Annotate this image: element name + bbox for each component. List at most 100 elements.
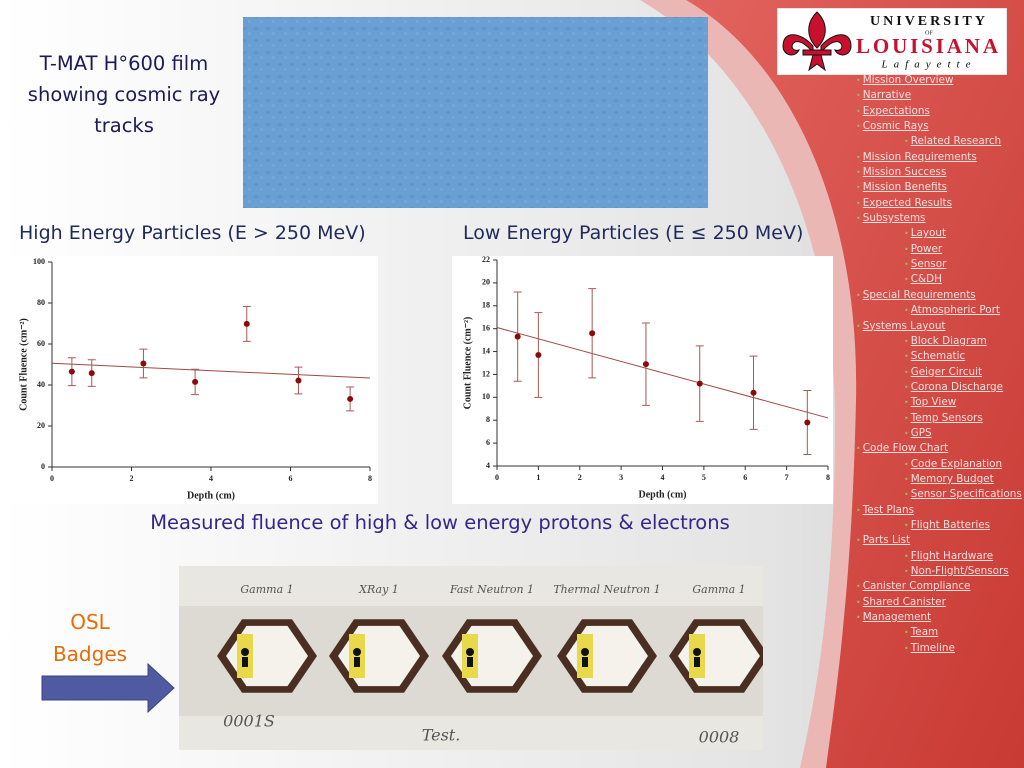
bullet: • <box>904 352 909 362</box>
logo-text: UNIVERSITY <box>870 14 988 29</box>
data-point <box>192 378 199 385</box>
nav-item: • Atmospheric Port <box>852 303 1022 318</box>
nav-item: • Canister Compliance <box>852 579 1022 594</box>
nav-link[interactable]: Mission Benefits <box>862 181 948 194</box>
nav-link[interactable]: Expected Results <box>862 196 953 209</box>
nav-item: • Special Requirements <box>852 288 1022 303</box>
x-tick-label: 2 <box>130 474 134 483</box>
bullet: • <box>904 229 909 239</box>
x-tick-label: 8 <box>368 474 372 483</box>
nav-link[interactable]: Code Flow Chart <box>862 442 949 455</box>
nav-link[interactable]: Top View <box>910 396 957 409</box>
nav-link[interactable]: Power <box>910 242 943 255</box>
nav-link[interactable]: Shared Canister <box>862 595 946 608</box>
handwritten-note: Test. <box>422 726 461 745</box>
y-tick-label: 60 <box>37 339 45 348</box>
data-point <box>750 389 757 396</box>
nav-item: • Expectations <box>852 104 1022 119</box>
nav-link[interactable]: Code Explanation <box>910 457 1003 470</box>
bullet: • <box>904 551 909 561</box>
bullet: • <box>904 413 909 423</box>
bullet: • <box>904 490 909 500</box>
nav-item: • Parts List <box>852 533 1022 548</box>
nav-item: • Mission Overview <box>852 73 1022 88</box>
bullet: • <box>904 275 909 285</box>
nav-link[interactable]: Canister Compliance <box>862 580 971 593</box>
bullet: • <box>856 152 861 162</box>
y-tick-label: 20 <box>482 278 490 287</box>
badge-label: Gamma 1 <box>692 583 745 596</box>
nav-link[interactable]: Corona Discharge <box>910 380 1004 393</box>
y-tick-label: 100 <box>33 257 45 266</box>
bullet: • <box>904 643 909 653</box>
y-tick-label: 18 <box>482 301 490 310</box>
trendline <box>496 327 829 419</box>
chart-caption: Measured fluence of high & low energy pr… <box>150 511 730 534</box>
badge-label: Fast Neutron 1 <box>449 583 534 596</box>
chart-title: High Energy Particles (E > 250 MeV) <box>19 222 366 244</box>
y-tick-label: 20 <box>37 421 45 430</box>
nav-link[interactable]: Sensor Specifications <box>910 488 1022 501</box>
nav-item: • Systems Layout <box>852 319 1022 334</box>
nav-link[interactable]: Flight Hardware <box>910 549 994 562</box>
bullet: • <box>856 198 861 208</box>
y-tick-label: 40 <box>37 380 45 389</box>
x-tick-label: 2 <box>578 473 582 482</box>
bullet: • <box>904 336 909 346</box>
data-point <box>589 330 596 337</box>
bullet: • <box>904 398 909 408</box>
y-tick-label: 12 <box>482 369 490 378</box>
nav-link[interactable]: Parts List <box>862 534 911 547</box>
bullet: • <box>856 321 861 331</box>
badge-label: Thermal Neutron 1 <box>553 583 660 596</box>
logo-text: Lafayette <box>881 59 977 71</box>
bullet: • <box>856 168 861 178</box>
nav-link[interactable]: Temp Sensors <box>910 411 983 424</box>
y-tick-label: 22 <box>482 256 490 264</box>
nav-link[interactable]: Sensor <box>910 258 947 271</box>
nav-link[interactable]: Geiger Circuit <box>910 365 983 378</box>
nav-link[interactable]: Layout <box>910 227 947 240</box>
y-tick-label: 16 <box>482 323 490 332</box>
bullet: • <box>904 382 909 392</box>
nav-link[interactable]: Cosmic Rays <box>862 120 929 133</box>
nav-item: • Flight Hardware <box>852 549 1022 564</box>
nav-link[interactable]: Team <box>910 626 939 639</box>
nav-item: • Shared Canister <box>852 595 1022 610</box>
logo-text: OF <box>925 30 933 36</box>
badge-icon <box>693 648 701 656</box>
y-tick-label: 14 <box>482 346 490 355</box>
nav-link[interactable]: Subsystems <box>862 212 926 225</box>
nav-link[interactable]: Mission Overview <box>862 74 954 86</box>
bullet: • <box>904 628 909 638</box>
x-tick-label: 4 <box>661 473 665 482</box>
nav-link[interactable]: Timeline <box>910 641 955 654</box>
nav-link[interactable]: Block Diagram <box>910 334 987 347</box>
x-tick-label: 8 <box>826 473 830 482</box>
nav-item: • Top View <box>852 395 1022 410</box>
nav-link[interactable]: Memory Budget <box>910 472 994 485</box>
nav-link[interactable]: Atmospheric Port <box>910 304 1000 317</box>
nav-link[interactable]: Management <box>862 611 932 624</box>
nav-item: • Temp Sensors <box>852 411 1022 426</box>
data-point <box>804 419 811 426</box>
badge-label: XRay 1 <box>358 583 399 596</box>
nav-link[interactable]: Narrative <box>862 89 912 102</box>
nav-link[interactable]: Schematic <box>910 350 966 363</box>
nav-link[interactable]: Special Requirements <box>862 288 976 301</box>
nav-link[interactable]: Test Plans <box>862 503 915 516</box>
nav-link[interactable]: Related Research <box>910 135 1002 148</box>
data-point <box>243 320 250 327</box>
nav-item: • Sensor Specifications <box>852 487 1022 502</box>
handwritten-note: 0001S <box>223 712 275 731</box>
data-point <box>88 370 95 377</box>
nav-link[interactable]: Systems Layout <box>862 319 946 332</box>
nav-link[interactable]: Mission Success <box>862 166 947 179</box>
nav-link[interactable]: C&DH <box>910 273 942 286</box>
nav-link[interactable]: Mission Requirements <box>862 150 977 163</box>
nav-link[interactable]: GPS <box>910 426 932 439</box>
nav-link[interactable]: Expectations <box>862 104 930 117</box>
y-tick-label: 10 <box>482 392 490 401</box>
nav-link[interactable]: Flight Batteries <box>910 518 991 531</box>
nav-link[interactable]: Non-Flight/Sensors <box>910 565 1009 577</box>
